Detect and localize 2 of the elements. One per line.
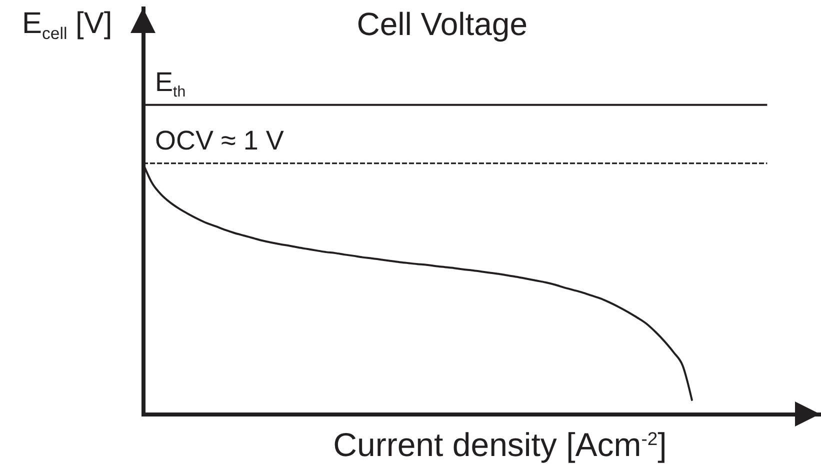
chart-title: Cell Voltage — [356, 6, 528, 42]
ref-line-label: OCV ≈ 1 V — [155, 125, 284, 156]
